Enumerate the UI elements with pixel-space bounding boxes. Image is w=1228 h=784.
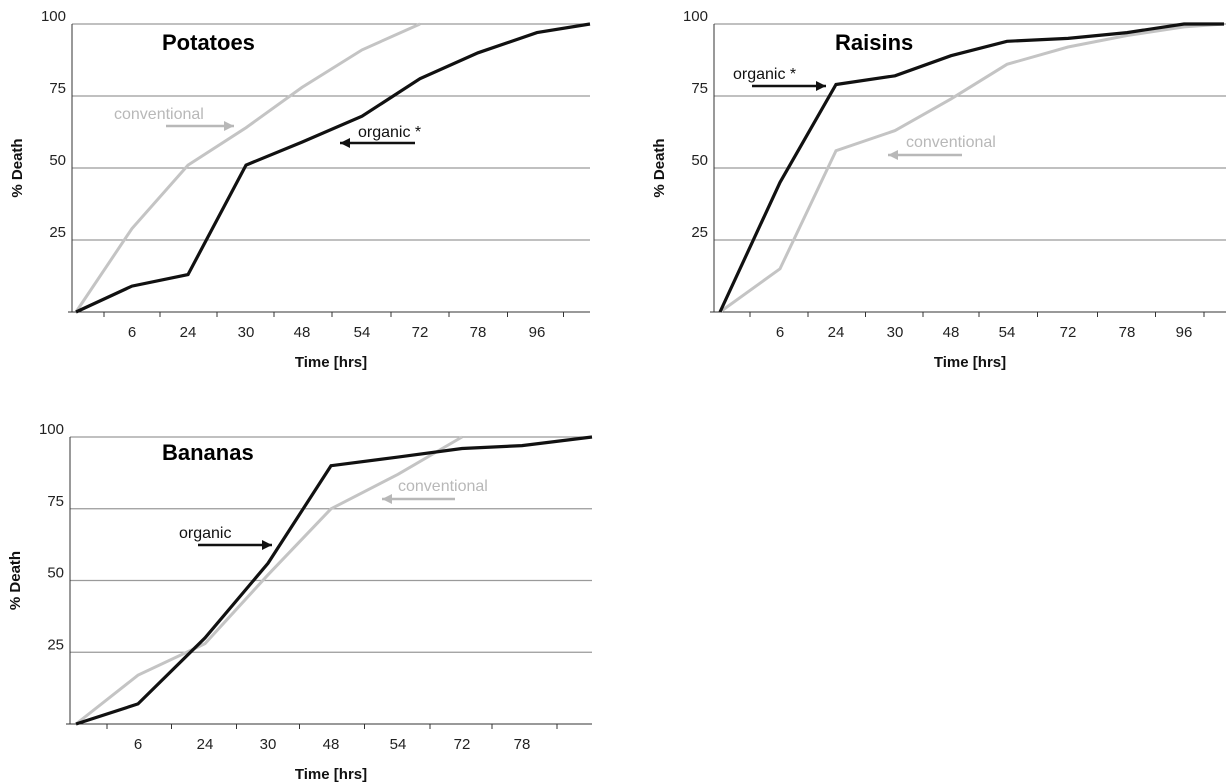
x-tick-label: 54 [390,736,407,753]
chart-panel-raisins: 25 50 75 100 6 24 30 48 54 72 78 96 Time [hrs] % Deat… [651,8,1226,371]
chart-title: Potatoes [162,30,255,55]
x-tick-label: 6 [776,324,784,341]
annotation-arrow-head [224,121,234,131]
x-tick-label: 78 [470,324,487,341]
y-tick-label: 50 [47,565,64,582]
x-tick-label: 6 [134,736,142,753]
x-tick-label: 54 [999,324,1016,341]
y-tick-label: 75 [691,80,708,97]
y-tick-label: 25 [691,224,708,241]
chart-title: Raisins [835,30,913,55]
annotation-label: conventional [114,106,204,123]
x-tick-label: 6 [128,324,136,341]
y-tick-label: 100 [41,8,66,25]
x-tick-label: 48 [943,324,960,341]
x-tick-label: 96 [1176,324,1193,341]
y-tick-label: 50 [49,152,66,169]
y-axis-title: % Death [9,138,26,197]
annotation-arrow-head [262,540,272,550]
chart-panel-potatoes: 25 50 75 100 6 24 30 48 54 72 78 96 Time [hrs] % Deat… [9,8,591,371]
y-tick-label: 100 [683,8,708,25]
annotation-label: organic * [733,66,796,83]
y-tick-label: 25 [47,636,64,653]
y-axis-title: % Death [651,138,668,197]
annotation-arrow-head [888,150,898,160]
chart-panel-bananas: 25 50 75 100 6 24 30 48 54 72 78 Time [hrs] % Death B… [7,421,593,783]
x-tick-label: 72 [1060,324,1077,341]
series-line-conventional [719,22,1225,314]
x-tick-label: 48 [323,736,340,753]
annotation-label: organic * [358,124,421,141]
x-tick-label: 54 [354,324,371,341]
x-tick-label: 78 [514,736,531,753]
annotation-arrow-head [382,494,392,504]
x-tick-label: 24 [197,736,214,753]
annotation-arrow-head [816,81,826,91]
x-tick-label: 48 [294,324,311,341]
y-tick-label: 100 [39,421,64,438]
y-tick-label: 75 [49,80,66,97]
x-tick-label: 72 [412,324,429,341]
x-tick-label: 24 [828,324,845,341]
y-tick-label: 50 [691,152,708,169]
series-line-organic [718,22,1224,313]
x-tick-label: 96 [529,324,546,341]
chart-title: Bananas [162,440,254,465]
series-line-conventional [74,22,421,313]
x-tick-label: 30 [238,324,255,341]
x-axis-title: Time [hrs] [295,354,367,371]
x-axis-title: Time [hrs] [295,766,367,783]
x-tick-label: 30 [260,736,277,753]
x-tick-label: 78 [1119,324,1136,341]
y-axis-title: % Death [7,551,24,610]
annotation-arrow-head [340,138,350,148]
annotation-label: conventional [906,134,996,151]
x-axis-title: Time [hrs] [934,354,1006,371]
series-line-organic [75,22,591,314]
series-line-organic [75,435,593,726]
annotation-label: conventional [398,478,488,495]
y-tick-label: 75 [47,493,64,510]
x-tick-label: 24 [180,324,197,341]
y-tick-label: 25 [49,224,66,241]
x-tick-label: 30 [887,324,904,341]
x-tick-label: 72 [454,736,471,753]
series-line-conventional [75,435,463,726]
annotation-label: organic [179,525,231,542]
